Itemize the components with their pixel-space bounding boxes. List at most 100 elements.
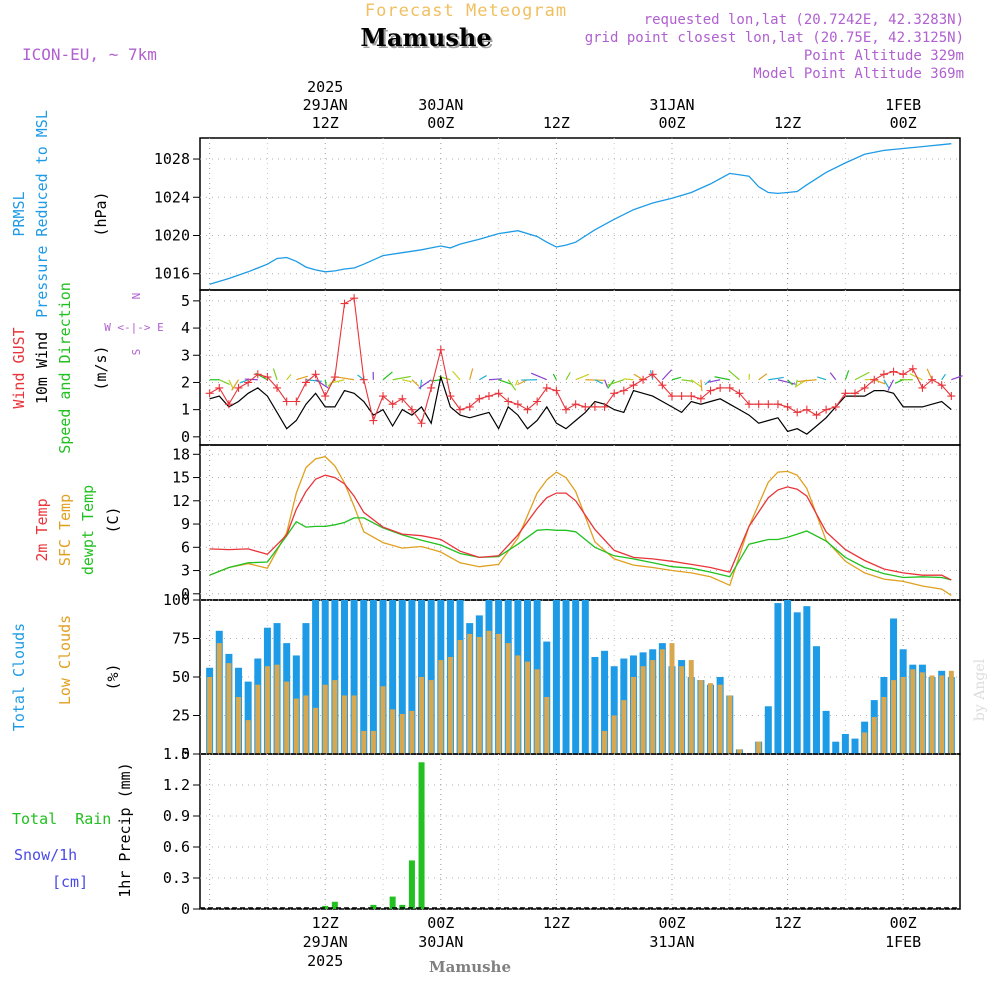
low-cloud-bar (419, 677, 425, 754)
low-cloud-bar (515, 655, 521, 754)
wind-gust-marker (908, 364, 917, 373)
wind-gust-marker (629, 381, 638, 390)
wind-gust-marker (398, 394, 407, 403)
rain-bar (389, 896, 396, 909)
wind-gust-marker (716, 383, 725, 392)
low-cloud-bar (534, 669, 540, 754)
wind-gust-marker (706, 386, 715, 395)
total-cloud-bar (369, 600, 377, 754)
wind-direction-arrow (514, 379, 519, 386)
wind-gust-marker (533, 397, 542, 406)
wind-direction-arrow (604, 379, 609, 388)
low-cloud-bar (274, 664, 280, 754)
wind-direction-arrow (623, 378, 634, 381)
wind-direction-arrow (817, 376, 827, 381)
wind-gust-marker (321, 392, 330, 401)
wind-gust-marker (523, 405, 532, 414)
wind-gust-marker (407, 405, 416, 414)
y-tick-label: 1020 (154, 227, 190, 245)
wind-gust-marker (465, 402, 474, 411)
low-cloud-bar (390, 709, 396, 754)
wind-gust-marker (456, 405, 465, 414)
snow-unit: [cm] (52, 873, 88, 891)
wind-direction-arrow (854, 371, 870, 381)
precip-axis-label: 1hr Precip (mm) (116, 762, 134, 897)
low-cloud-bar (380, 686, 386, 754)
y-tick-label: 0 (181, 585, 190, 603)
y-tick-label: 6 (181, 538, 190, 556)
wind-gust-marker (658, 381, 667, 390)
wind-gust-marker (687, 392, 696, 401)
wind-gust-marker (571, 400, 580, 409)
wind-direction-arrow (452, 370, 461, 381)
low-cloud-bar (236, 697, 242, 754)
low-cloud-bar (939, 675, 945, 754)
wind-gust-marker (552, 386, 561, 395)
panel-frame (199, 753, 961, 910)
wind-direction-arrow (552, 373, 557, 381)
low-cloud-bar (496, 633, 502, 754)
total-cloud-bar (793, 612, 801, 754)
wind-gust-marker (764, 400, 773, 409)
wind-gust-marker (899, 370, 908, 379)
wind-gust-marker (860, 383, 869, 392)
rain-bar (322, 905, 329, 909)
wind-direction-arrow (382, 371, 393, 381)
top-time-label: 1FEB (885, 96, 921, 114)
pressure-panel: 1016 1020 1024 1028 (154, 137, 961, 291)
low-cloud-bar (736, 749, 742, 754)
low-cloud-bar (447, 656, 453, 754)
compass-ew: W <-|-> E (104, 321, 164, 334)
temp-unit: (C) (104, 506, 122, 533)
low-cloud-bar (322, 684, 328, 754)
low-cloud-bar (910, 669, 916, 754)
wind-gust-marker (292, 397, 301, 406)
low-cloud-bar (216, 643, 222, 754)
low-cloud-bar (650, 660, 656, 754)
y-tick-label: 15 (172, 469, 190, 487)
top-time-label: 30JAN (418, 96, 463, 114)
wind-panel: 0 1 2 3 4 5 (181, 289, 963, 446)
wind-gust-marker (619, 386, 628, 395)
wind-gust-marker (494, 389, 503, 398)
total-cloud-bar (784, 600, 792, 754)
wind-gust-marker (340, 299, 349, 308)
wind-gust-marker (244, 378, 253, 387)
wind-direction-arrow (690, 379, 702, 388)
total-cloud-bar (379, 600, 387, 754)
low-cloud-bar (409, 710, 415, 754)
low-cloud-bar (207, 677, 213, 754)
bottom-time-label: 00Z (427, 914, 454, 932)
wind-panel-labels: Wind GUST 10m Wind Speed and Direction (… (10, 282, 164, 454)
wind-direction-arrow (894, 379, 904, 384)
total-cloud-bar (321, 600, 329, 754)
wind-gust-marker (754, 400, 763, 409)
low-cloud-bar (698, 680, 704, 754)
wind-gust-marker (610, 389, 619, 398)
low-cloud-bar (284, 681, 290, 754)
y-tick-label: 0.3 (163, 869, 190, 887)
total-cloud-bar (389, 600, 397, 754)
panel-frame (199, 444, 961, 601)
top-time-label: 12Z (774, 114, 801, 132)
wind-direction-arrow (700, 379, 703, 392)
y-tick-label: 0 (181, 745, 190, 763)
wind-direction-arrow (219, 379, 230, 385)
wind-gust-marker (677, 392, 686, 401)
total-cloud-bar (244, 681, 252, 754)
wind-gust-marker (369, 416, 378, 425)
wind-direction-arrow (797, 379, 817, 383)
wind-direction-arrow (507, 379, 517, 391)
wind-direction-arrow (607, 379, 625, 386)
y-tick-label: 3 (181, 562, 190, 580)
wind-gust-marker (215, 383, 224, 392)
wind-gust-marker (513, 400, 522, 409)
wind-gust-marker (253, 370, 262, 379)
low-cloud-bar (245, 720, 251, 754)
low-cloud-bar (332, 680, 338, 754)
panel-frame (199, 137, 961, 291)
top-time-label: 00Z (890, 114, 917, 132)
wind-gust-marker (600, 402, 609, 411)
total-cloud-bar (408, 600, 416, 754)
